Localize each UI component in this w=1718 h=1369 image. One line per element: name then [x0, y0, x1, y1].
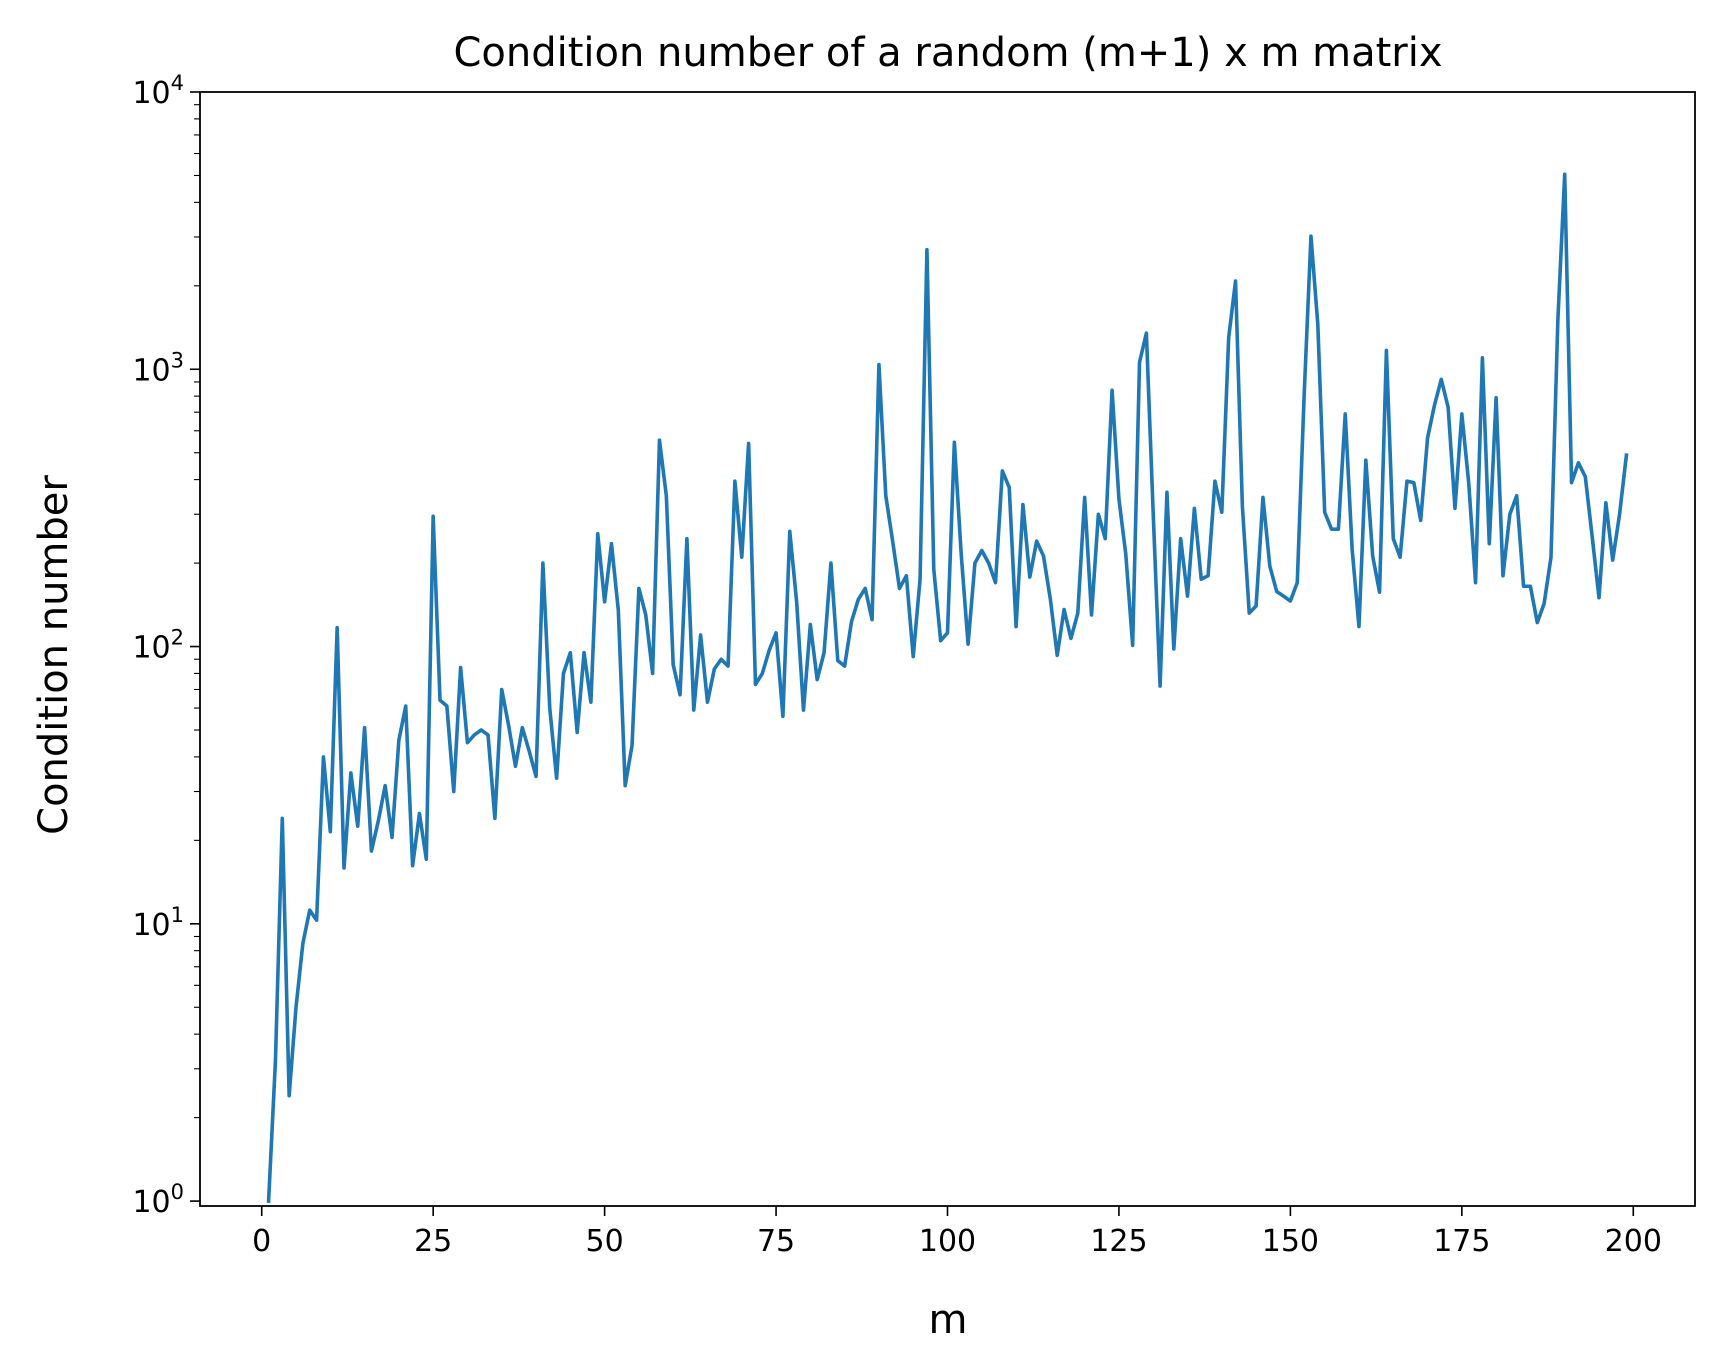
chart-title: Condition number of a random (m+1) x m m…: [453, 30, 1442, 76]
x-tick-label: 100: [919, 1224, 976, 1259]
x-tick-label: 200: [1605, 1224, 1662, 1259]
y-tick-label: 102: [132, 626, 184, 666]
x-tick-label: 175: [1433, 1224, 1490, 1259]
y-tick-label: 100: [132, 1180, 184, 1220]
x-tick-label: 50: [586, 1224, 624, 1259]
y-tick-label: 103: [132, 348, 184, 388]
x-tick-label: 0: [252, 1224, 271, 1259]
x-tick-label: 150: [1262, 1224, 1319, 1259]
x-tick-label: 125: [1090, 1224, 1147, 1259]
y-tick-label: 101: [132, 903, 184, 943]
plot-area: 0 25 50 75 100 125 150 175 200 100 101 102 103 104: [132, 71, 1696, 1259]
x-tick-label: 25: [414, 1224, 452, 1259]
x-tick-label: 75: [757, 1224, 795, 1259]
y-tick-label: 104: [132, 71, 184, 111]
axes-frame: [199, 91, 1696, 1207]
y-axis-label: Condition number: [31, 475, 77, 835]
series-line-0: [266, 172, 1629, 1203]
x-axis-label: m: [929, 1297, 968, 1343]
